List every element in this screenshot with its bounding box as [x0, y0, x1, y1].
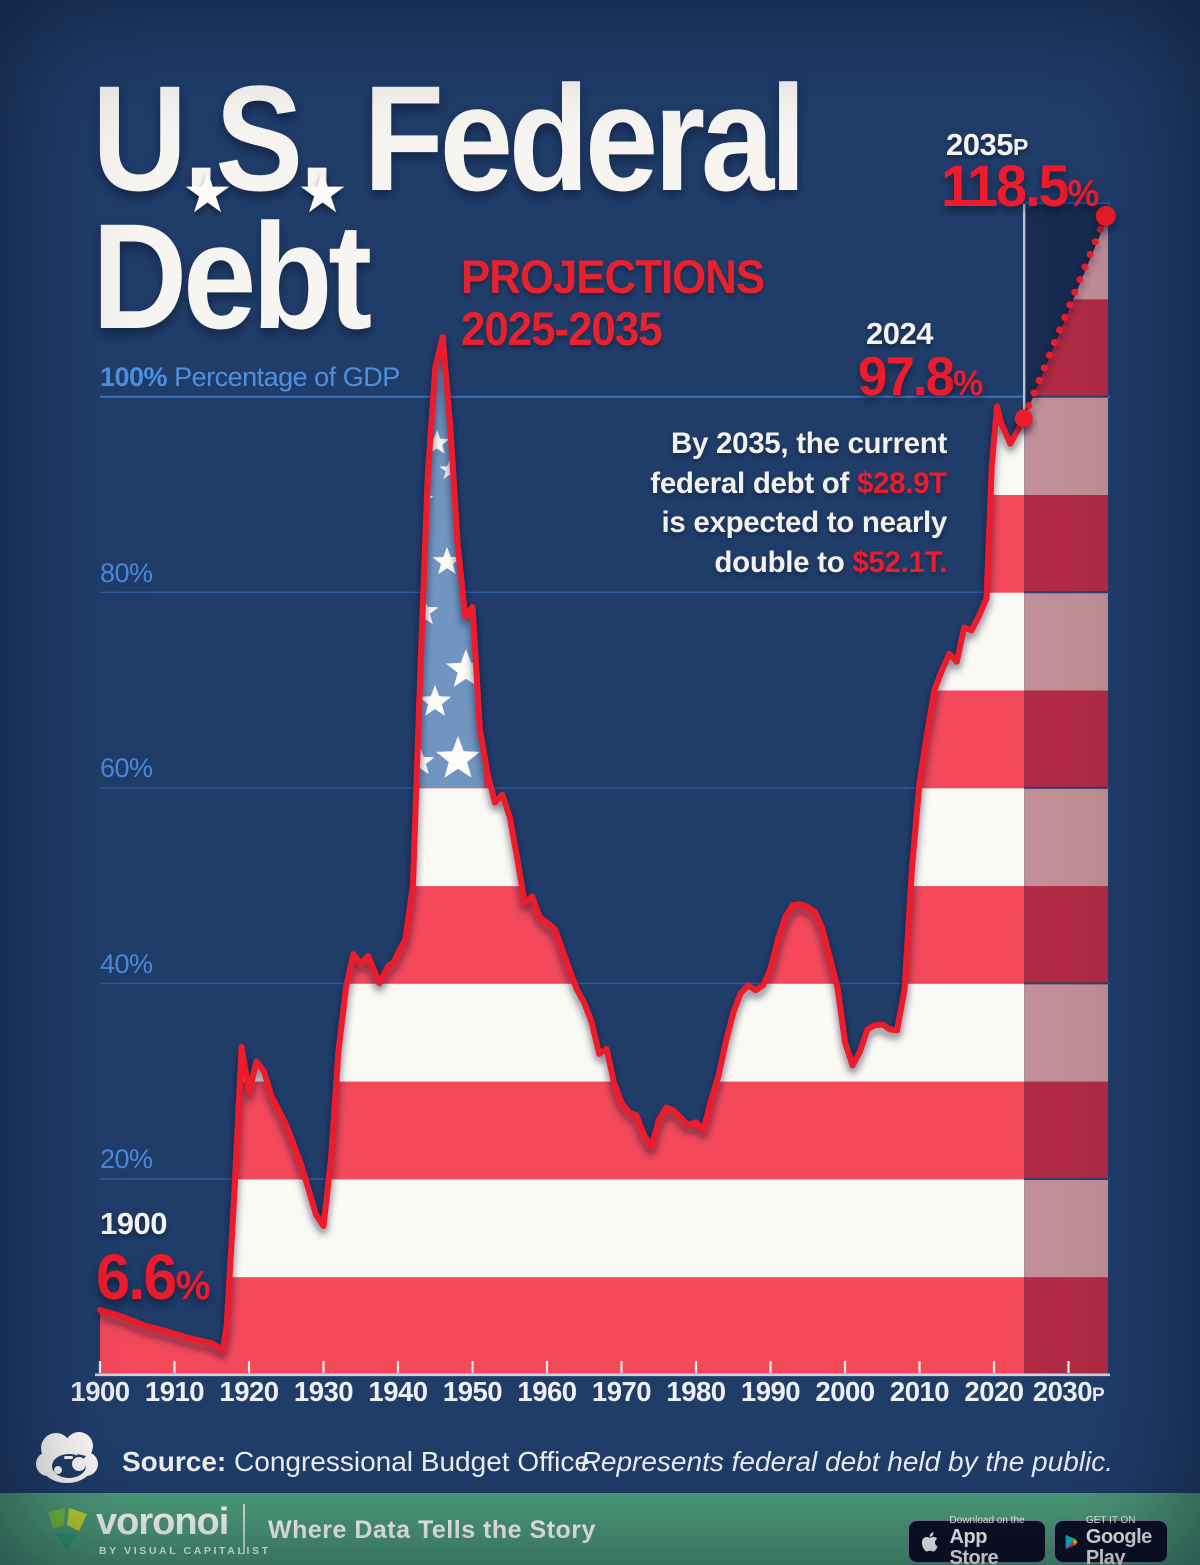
- annotation-year-2035: 2035P: [946, 127, 1028, 162]
- app-store-badge-bottom: App Store: [949, 1525, 999, 1565]
- svg-text:1940: 1940: [368, 1376, 427, 1407]
- page-title-line2: Debt: [92, 192, 372, 360]
- google-play-badge-bottom: Google Play: [1085, 1525, 1152, 1565]
- projections-subtitle: PROJECTIONS 2025-2035: [461, 250, 765, 355]
- svg-text:1950: 1950: [443, 1376, 502, 1407]
- source-label: Source:: [122, 1446, 227, 1477]
- google-play-icon: [1065, 1534, 1078, 1549]
- svg-text:1910: 1910: [145, 1376, 204, 1407]
- source-line: Source: Congressional Budget Office: [122, 1446, 590, 1478]
- y-tick-label-80: 80%: [100, 558, 153, 588]
- svg-text:1900: 1900: [70, 1376, 129, 1407]
- page-title-line1: U.S. Federal: [92, 54, 807, 222]
- voronoi-logo-icon: [44, 1506, 90, 1557]
- y-tick-label-20: 20%: [100, 1144, 153, 1174]
- y-axis-unit-label: Percentage of GDP: [174, 362, 400, 392]
- google-play-badge[interactable]: GET IT ON Google Play: [1054, 1515, 1168, 1565]
- google-play-badge-top: GET IT ON: [1085, 1514, 1136, 1526]
- star-icon: ★: [297, 161, 349, 225]
- voronoi-wordmark: voronoi: [96, 1501, 229, 1543]
- footnote: Represents federal debt held by the publ…: [580, 1446, 1113, 1477]
- page-title: U.S. Federal Debt: [92, 54, 807, 360]
- star-icon: ★: [182, 161, 234, 225]
- app-store-badge-top: Download on the: [949, 1514, 1025, 1526]
- voronoi-byline: BY VISUAL CAPITALIST: [99, 1545, 271, 1557]
- apple-icon: [921, 1531, 938, 1552]
- y-tick-label-60: 60%: [100, 753, 153, 783]
- y-axis-100-label: 100%: [100, 362, 168, 392]
- footer-divider: [243, 1504, 245, 1554]
- svg-text:2020: 2020: [964, 1376, 1023, 1407]
- footer-tagline: Where Data Tells the Story: [268, 1516, 596, 1544]
- svg-text:1960: 1960: [517, 1376, 576, 1407]
- svg-text:1920: 1920: [219, 1376, 278, 1407]
- svg-text:1970: 1970: [592, 1376, 651, 1407]
- callout-text: By 2035, the current federal debt of $28.…: [650, 427, 947, 579]
- y-axis-title: 100% Percentage of GDP: [100, 362, 400, 393]
- annotation-value-2035: 118.5%: [941, 154, 1099, 219]
- app-store-badge[interactable]: Download on the App Store: [908, 1515, 1046, 1565]
- svg-text:1990: 1990: [741, 1376, 800, 1407]
- source-text: Congressional Budget Office: [226, 1446, 590, 1477]
- visual-capitalist-cloud-logo: [34, 1426, 100, 1499]
- y-tick-label-40: 40%: [100, 949, 153, 979]
- annotation-value-2024: 97.8%: [858, 345, 983, 407]
- svg-text:1930: 1930: [294, 1376, 353, 1407]
- projections-subtitle-line2: 2025-2035: [461, 302, 663, 355]
- svg-text:2010: 2010: [890, 1376, 949, 1407]
- annotation-value-1900: 6.6%: [96, 1241, 211, 1313]
- svg-text:2030P: 2030P: [1033, 1376, 1105, 1407]
- annotation-year-2024: 2024: [866, 316, 933, 351]
- svg-text:1980: 1980: [666, 1376, 725, 1407]
- svg-text:2000: 2000: [815, 1376, 874, 1407]
- annotation-year-1900: 1900: [100, 1206, 167, 1241]
- projections-subtitle-line1: PROJECTIONS: [461, 250, 765, 303]
